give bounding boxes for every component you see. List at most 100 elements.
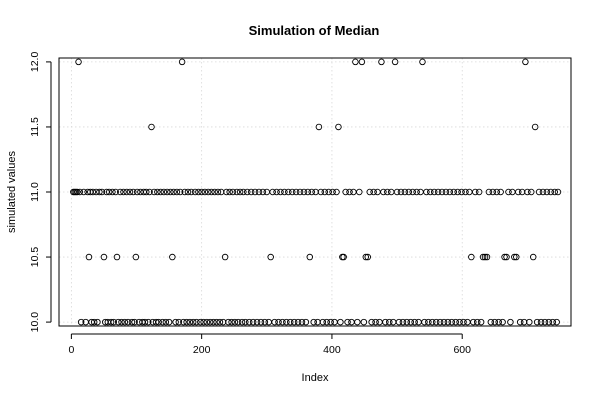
- data-point: [481, 253, 489, 261]
- data-point: [261, 318, 269, 326]
- data-point: [304, 188, 312, 196]
- data-point: [427, 188, 434, 196]
- data-point: [528, 188, 535, 196]
- data-point: [503, 253, 510, 261]
- data-point: [121, 318, 129, 326]
- data-point: [126, 188, 134, 196]
- data-point: [471, 188, 479, 196]
- data-point: [553, 318, 560, 326]
- data-point: [554, 188, 562, 196]
- data-point: [160, 188, 168, 196]
- data-point: [203, 318, 211, 326]
- data-point: [105, 188, 113, 196]
- data-point: [267, 253, 274, 261]
- data-point: [505, 188, 512, 196]
- data-point: [529, 253, 537, 261]
- data-point: [133, 188, 141, 196]
- data-point: [460, 318, 467, 326]
- data-point: [265, 318, 273, 326]
- data-point: [290, 318, 298, 326]
- data-point: [522, 58, 529, 66]
- data-point: [201, 188, 209, 196]
- data-point: [183, 318, 190, 326]
- data-point: [116, 188, 124, 196]
- data-point: [335, 123, 342, 131]
- data-point: [120, 188, 127, 196]
- data-point: [323, 318, 330, 326]
- data-point: [296, 188, 304, 196]
- data-point: [368, 318, 375, 326]
- data-point: [228, 318, 235, 326]
- data-point: [364, 253, 372, 261]
- data-point: [337, 318, 344, 326]
- data-point: [243, 188, 251, 196]
- data-point: [85, 253, 93, 261]
- data-point: [259, 188, 267, 196]
- data-point: [150, 188, 158, 196]
- data-point: [211, 188, 218, 196]
- data-point: [541, 318, 549, 326]
- data-point: [468, 253, 475, 261]
- data-point: [483, 253, 491, 261]
- data-point: [438, 188, 446, 196]
- data-point: [287, 318, 294, 326]
- data-point: [430, 188, 438, 196]
- data-point: [395, 318, 403, 326]
- data-point: [221, 253, 229, 261]
- data-point: [497, 188, 504, 196]
- data-point: [154, 188, 161, 196]
- data-point: [470, 318, 477, 326]
- data-point: [152, 318, 160, 326]
- plot-frame: [58, 57, 572, 327]
- data-point: [275, 318, 282, 326]
- data-point: [167, 188, 174, 196]
- data-point: [132, 253, 140, 261]
- data-point: [176, 188, 184, 196]
- data-point: [107, 318, 115, 326]
- data-point: [495, 318, 502, 326]
- data-point: [249, 318, 257, 326]
- data-point: [533, 318, 541, 326]
- data-point: [269, 188, 276, 196]
- data-point: [551, 188, 558, 196]
- data-point: [421, 318, 428, 326]
- data-point: [271, 318, 278, 326]
- data-point: [399, 318, 407, 326]
- data-point: [331, 318, 338, 326]
- data-point: [372, 318, 379, 326]
- data-point: [543, 188, 551, 196]
- data-point: [240, 188, 247, 196]
- data-point: [233, 188, 241, 196]
- y-tick-label: 10.5: [29, 247, 41, 268]
- data-point: [319, 318, 327, 326]
- data-point: [285, 188, 292, 196]
- data-point: [333, 188, 340, 196]
- data-point: [200, 318, 207, 326]
- data-point: [195, 188, 202, 196]
- x-axis-label: Index: [302, 372, 329, 384]
- data-point: [236, 188, 244, 196]
- data-point: [327, 318, 334, 326]
- data-point: [283, 318, 290, 326]
- data-point: [90, 318, 98, 326]
- data-point: [257, 318, 265, 326]
- x-tick-label: 0: [68, 344, 74, 356]
- data-point: [75, 58, 82, 66]
- data-point: [94, 318, 101, 326]
- data-point: [491, 318, 499, 326]
- data-point: [458, 188, 465, 196]
- data-point: [263, 188, 271, 196]
- data-point: [234, 318, 242, 326]
- data-point: [456, 318, 463, 326]
- data-point: [384, 188, 391, 196]
- data-point: [214, 188, 222, 196]
- data-point: [436, 318, 444, 326]
- x-axis: 0 200 400 600: [68, 333, 471, 356]
- x-tick-label: 600: [453, 344, 471, 356]
- data-point: [386, 318, 393, 326]
- data-point: [317, 188, 325, 196]
- data-point: [413, 188, 420, 196]
- data-point: [281, 188, 288, 196]
- data-point: [419, 58, 426, 66]
- chart-title: Simulation of Median: [249, 23, 380, 38]
